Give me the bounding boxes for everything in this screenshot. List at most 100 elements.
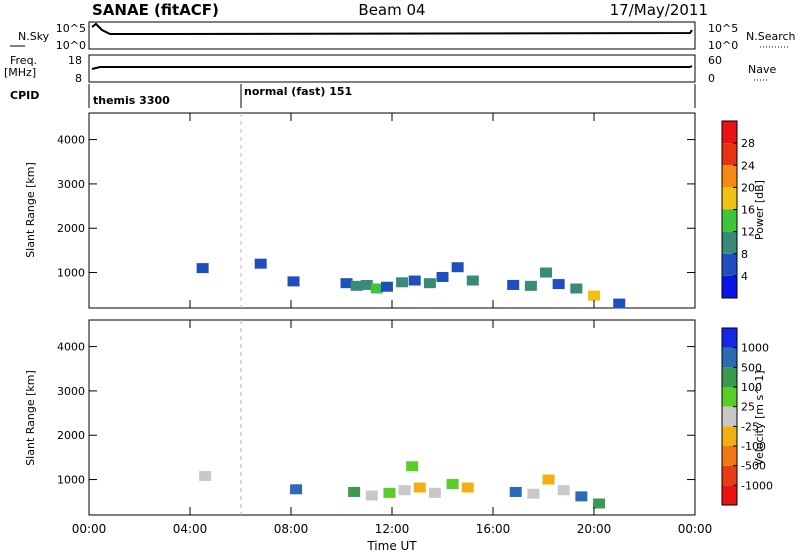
colorbar-segment: [722, 446, 737, 466]
cpid-mode-0: themis 3300: [93, 94, 170, 107]
velocity-ylabel: Slant Range [km]: [24, 370, 37, 466]
heatmap-cell: [613, 298, 626, 309]
velocity-y-ticks: 1000 2000 3000 4000: [57, 341, 695, 487]
colorbar-tick-label: 500: [741, 361, 762, 374]
velocity-data-cells: [199, 461, 606, 509]
heatmap-cell: [199, 471, 212, 481]
colorbar-tick-label: 28: [741, 137, 755, 150]
heatmap-cell: [507, 279, 520, 290]
colorbar-segment: [722, 165, 737, 188]
heatmap-cell: [527, 488, 540, 499]
heatmap-cell: [446, 478, 459, 489]
x-tick-label: 04:00: [173, 522, 208, 536]
y-tick-label: 2000: [57, 429, 85, 442]
heatmap-cell: [254, 258, 267, 269]
y-tick-label: 4000: [57, 341, 85, 354]
colorbar-tick-label: 4: [741, 270, 748, 283]
x-tick-label: 12:00: [375, 522, 410, 536]
heatmap-cell: [588, 290, 600, 301]
heatmap-cell: [461, 482, 474, 493]
colorbar-segment: [722, 426, 737, 446]
heatmap-cell: [406, 461, 419, 472]
colorbar-segment: [722, 231, 737, 254]
colorbar-frame: [721, 327, 738, 506]
heatmap-cell: [451, 262, 464, 273]
colorbar-tick-label: 16: [741, 204, 755, 217]
heatmap-cell: [380, 281, 393, 292]
heatmap-cell: [408, 275, 421, 286]
y-tick-label: 1000: [57, 267, 85, 280]
velocity-colorbar: 1000 500 100 25 -25 -100 -500 -1000: [721, 327, 773, 506]
colorbar-segment: [722, 275, 737, 298]
colorbar-tick-label: -25: [741, 420, 759, 433]
power-y-ticks: 1000 2000 3000 4000: [57, 134, 695, 280]
colorbar-segment: [722, 143, 737, 166]
heatmap-cell: [466, 275, 479, 286]
colorbar-tick-label: 20: [741, 181, 755, 194]
colorbar-segment: [722, 121, 737, 144]
power-panel-frame: [88, 112, 696, 309]
y-tick-label: 3000: [57, 178, 85, 191]
heatmap-cell: [509, 486, 522, 497]
freq-label: Freq.: [10, 54, 37, 67]
heatmap-cell: [428, 487, 441, 498]
colorbar-segment: [722, 253, 737, 276]
y-tick-label: 2000: [57, 222, 85, 235]
heatmap-cell: [593, 498, 606, 509]
time-axis-ticks: 00:00 04:00 08:00 12:00 16:00 20:00 00:00: [72, 113, 713, 536]
colorbar-segment: [722, 387, 737, 407]
heatmap-cell: [524, 280, 537, 291]
nsky-trace: [91, 22, 693, 35]
heatmap-cell: [348, 486, 361, 497]
colorbar-segment: [722, 367, 737, 387]
colorbar-segment: [722, 328, 737, 348]
colorbar-segment: [722, 347, 737, 368]
colorbar-segment: [722, 187, 737, 210]
x-tick-label: 00:00: [72, 522, 107, 536]
heatmap-cell: [383, 487, 396, 498]
y-tick-label: 3000: [57, 385, 85, 398]
power-colorbar-label: Power [dB]: [753, 180, 766, 240]
power-panel: Slant Range [km] 1000 2000 3000 4000: [24, 112, 696, 309]
x-tick-label: 08:00: [274, 522, 309, 536]
heatmap-cell: [398, 485, 411, 496]
power-ylabel: Slant Range [km]: [24, 162, 37, 258]
heatmap-cell: [570, 283, 583, 294]
time-axis-label: Time UT: [366, 539, 417, 553]
velocity-colorbar-label: Velocity [m s^-1]: [753, 370, 766, 465]
heatmap-cell: [290, 484, 303, 495]
x-tick-label: 00:00: [678, 522, 713, 536]
colorbar-tick-label: 24: [741, 159, 755, 172]
colorbar-tick-label: 25: [741, 401, 755, 414]
heatmap-cell: [436, 271, 449, 282]
x-tick-label: 20:00: [577, 522, 612, 536]
colorbar-tick-label: -100: [741, 440, 766, 453]
heatmap-cell: [542, 474, 555, 485]
colorbar-segment: [722, 485, 737, 505]
nsearch-label: N.Search: [746, 30, 796, 43]
nsky-tick-bottom: 10^0: [56, 39, 86, 52]
colorbar-tick-label: -1000: [741, 479, 773, 492]
freq-tick-top: 18: [68, 54, 82, 67]
heatmap-cell: [370, 283, 383, 294]
station-title: SANAE (fitACF): [92, 1, 219, 19]
cpid-label: CPID: [10, 89, 39, 102]
y-tick-label: 1000: [57, 474, 85, 487]
heatmap-cell: [340, 278, 353, 289]
heatmap-cell: [413, 482, 426, 493]
heatmap-cell: [287, 276, 300, 287]
nsky-tick-top: 10^5: [56, 22, 86, 35]
colorbar-segment: [722, 209, 737, 232]
colorbar-tick-label: 1000: [741, 342, 769, 355]
freq-strip: [88, 54, 696, 83]
nsky-strip: [88, 21, 696, 50]
heatmap-cell: [350, 280, 363, 291]
velocity-panel: Slant Range [km] 1000 2000 3000 4000: [24, 319, 696, 516]
freq-trace: [91, 65, 693, 70]
heatmap-cell: [360, 279, 373, 290]
heatmap-cell: [540, 267, 553, 278]
heatmap-cell: [423, 278, 436, 289]
nave-tick-bottom: 0: [708, 72, 715, 85]
